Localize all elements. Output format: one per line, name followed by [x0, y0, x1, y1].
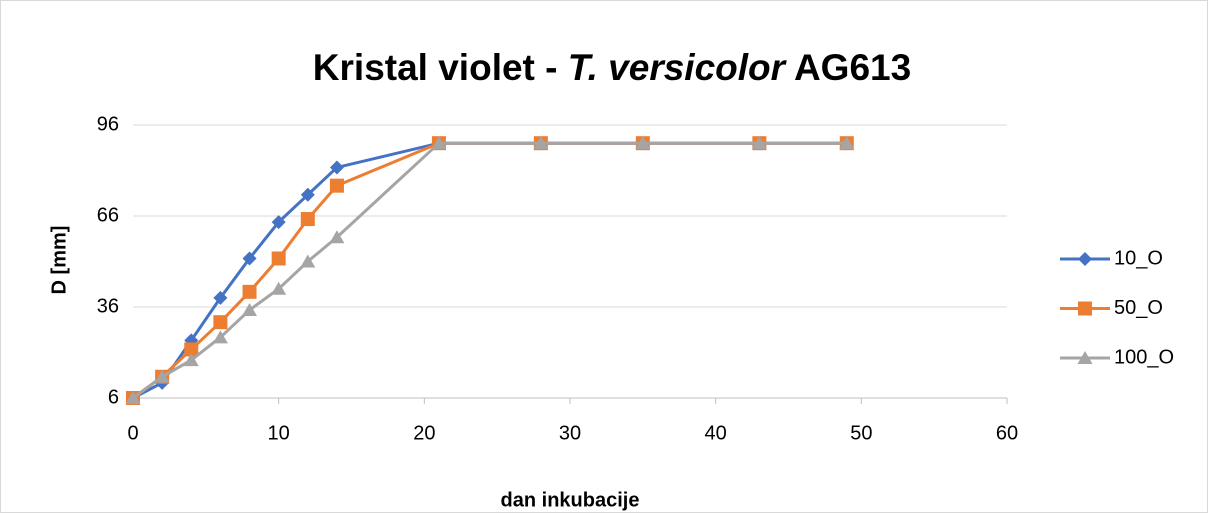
y-axis-label: D [mm]: [48, 226, 70, 295]
marker: [329, 178, 344, 193]
marker: [242, 251, 257, 266]
marker: [271, 281, 287, 295]
marker: [300, 212, 315, 227]
marker: [213, 315, 228, 330]
x-tick-label: 0: [127, 422, 138, 444]
chart-title: Kristal violet - T. versicolor AG613: [313, 47, 911, 88]
y-tick-label: 36: [97, 295, 119, 317]
x-tick-label: 20: [413, 422, 435, 444]
marker: [329, 230, 345, 244]
marker: [1078, 301, 1092, 316]
x-tick-label: 30: [559, 422, 581, 444]
marker: [431, 136, 447, 150]
marker: [751, 136, 767, 150]
marker: [184, 342, 199, 357]
marker: [839, 136, 855, 150]
y-tick-label: 96: [97, 113, 119, 135]
marker: [242, 284, 257, 299]
x-tick-label: 40: [705, 422, 727, 444]
marker: [329, 160, 344, 175]
marker: [183, 353, 199, 367]
title-part: Kristal violet -: [313, 47, 568, 88]
title-part: AG613: [785, 47, 911, 88]
marker: [271, 215, 286, 230]
legend-label: 50_O: [1114, 297, 1163, 319]
marker: [1077, 351, 1093, 364]
marker: [300, 187, 315, 202]
title-part: T. versicolor: [568, 47, 788, 88]
x-axis-label: dan inkubacije: [501, 489, 640, 511]
marker: [154, 369, 170, 383]
y-tick-label: 6: [108, 386, 119, 408]
marker: [533, 136, 549, 150]
x-tick-label: 50: [850, 422, 872, 444]
x-tick-label: 10: [268, 422, 290, 444]
marker: [125, 391, 141, 404]
marker: [242, 303, 258, 317]
marker: [271, 251, 286, 266]
marker: [213, 290, 228, 305]
legend-label: 100_O: [1114, 346, 1174, 368]
x-tick-label: 60: [996, 422, 1018, 444]
legend-label: 10_O: [1114, 247, 1163, 269]
y-tick-label: 66: [97, 204, 119, 226]
marker: [635, 136, 651, 150]
marker: [212, 330, 228, 344]
marker: [300, 254, 316, 268]
marker: [1078, 252, 1092, 266]
